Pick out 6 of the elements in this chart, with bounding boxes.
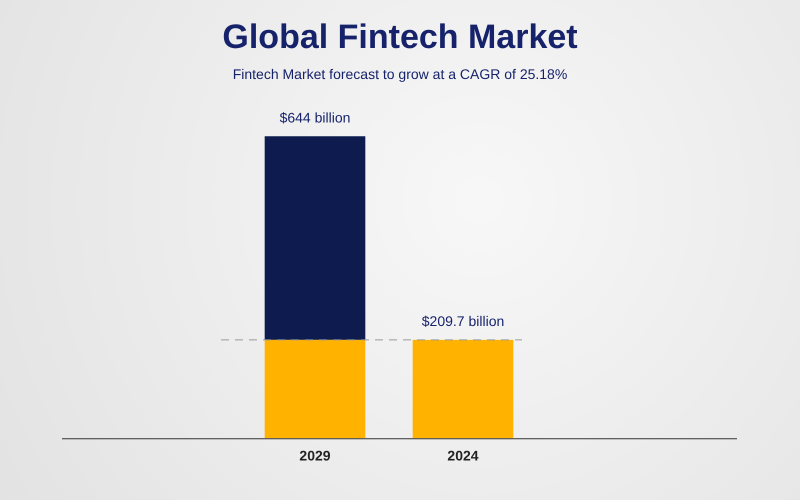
data-label: $209.7 billion [422, 312, 504, 329]
x-tick-label: 2029 [299, 447, 331, 464]
chart-subtitle: Fintech Market forecast to grow at a CAGR of 25.18% [232, 66, 568, 82]
total-label: $644 billion [280, 109, 350, 126]
x-tick-label: 2024 [447, 447, 479, 464]
chart-title: Global Fintech Market [221, 18, 579, 57]
